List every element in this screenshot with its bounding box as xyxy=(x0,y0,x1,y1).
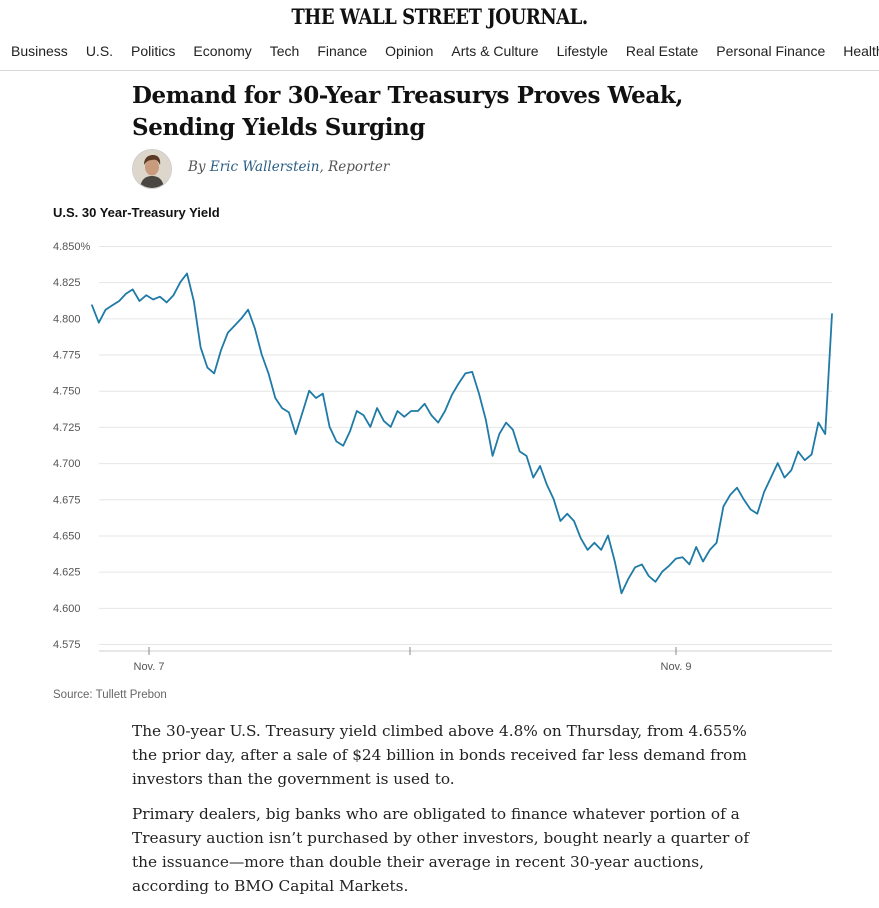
wsj-masthead[interactable]: THE WALL STREET JOURNAL. xyxy=(291,4,588,29)
author-link[interactable]: Eric Wallerstein xyxy=(209,159,320,175)
y-tick-label: 4.600 xyxy=(53,603,81,615)
nav-divider xyxy=(0,70,879,71)
article-paragraph-1: The 30-year U.S. Treasury yield climbed … xyxy=(132,722,747,788)
y-tick-label: 4.775 xyxy=(53,350,81,362)
yield-series-line xyxy=(91,272,833,595)
y-tick-label: 4.850% xyxy=(53,241,91,253)
y-tick-label: 4.650 xyxy=(53,530,81,542)
nav-item-personal-finance[interactable]: Personal Finance xyxy=(716,43,826,59)
nav-item-economy[interactable]: Economy xyxy=(193,43,252,59)
chart-title: U.S. 30 Year-Treasury Yield xyxy=(53,205,220,220)
x-tick-label: Nov. 7 xyxy=(134,661,165,673)
nav-item-finance[interactable]: Finance xyxy=(317,43,368,59)
article-paragraph-2: Primary dealers, big banks who are oblig… xyxy=(132,805,750,895)
nav-item-us[interactable]: U.S. xyxy=(85,43,114,59)
yield-line-chart: 4.850% 4.825 4.800 4.775 4.750 4.725 4.700 4.67… xyxy=(53,241,833,673)
y-tick-label: 4.700 xyxy=(53,458,81,470)
y-tick-label: 4.825 xyxy=(53,277,81,289)
y-tick-label: 4.575 xyxy=(53,639,81,651)
nav-item-arts-culture[interactable]: Arts & Culture xyxy=(451,43,539,59)
nav-item-opinion[interactable]: Opinion xyxy=(385,43,434,59)
author-photo xyxy=(133,150,171,188)
nav-item-real-estate[interactable]: Real Estate xyxy=(625,43,699,59)
y-tick-label: 4.675 xyxy=(53,494,81,506)
author-role: , Reporter xyxy=(319,159,390,175)
y-tick-label: 4.625 xyxy=(53,567,81,579)
x-tick-label: Nov. 9 xyxy=(661,661,692,673)
y-tick-label: 4.800 xyxy=(53,313,81,325)
nav-item-health[interactable]: Health xyxy=(843,43,879,59)
chart-source: Source: Tullett Prebon xyxy=(53,689,167,701)
nav-item-business[interactable]: Business xyxy=(11,43,68,59)
author-avatar[interactable] xyxy=(132,149,172,189)
article-headline: Demand for 30-Year Treasurys Proves Weak… xyxy=(132,82,684,141)
nav-item-tech[interactable]: Tech xyxy=(269,43,300,59)
nav-item-politics[interactable]: Politics xyxy=(131,43,176,59)
nav-item-lifestyle[interactable]: Lifestyle xyxy=(556,43,608,59)
y-tick-label: 4.750 xyxy=(53,386,81,398)
byline: By Eric Wallerstein, Reporter xyxy=(188,159,389,175)
y-tick-label: 4.725 xyxy=(53,422,81,434)
byline-prefix: By xyxy=(188,159,210,175)
section-nav: Business U.S. Politics Economy Tech Fina… xyxy=(0,43,879,63)
